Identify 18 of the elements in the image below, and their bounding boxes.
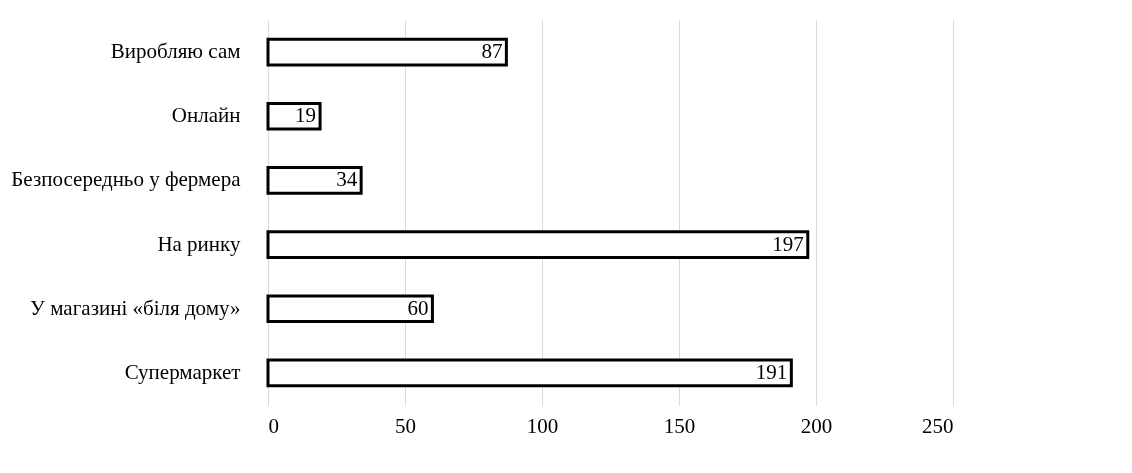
data-label: 191 [755, 359, 788, 384]
data-label: 60 [407, 295, 429, 320]
data-label: 19 [295, 103, 317, 128]
data-label: 197 [772, 231, 804, 256]
x-tick-label: 0 [268, 413, 279, 438]
x-tick-label: 100 [526, 413, 559, 438]
y-tick-label: У магазині «біля дому» [30, 295, 241, 320]
y-tick-label: Безпосередньо у фермера [11, 167, 242, 192]
y-tick-label: Супермаркет [124, 359, 241, 384]
x-tick-label: 200 [800, 413, 833, 438]
y-tick-label: Виробляю сам [110, 39, 241, 64]
y-tick-label: На ринку [157, 231, 241, 256]
y-tick-label: Онлайн [171, 103, 241, 128]
x-tick-label: 50 [395, 413, 416, 438]
x-tick-label: 250 [922, 413, 954, 438]
x-tick-label: 150 [663, 413, 696, 438]
data-label: 34 [336, 167, 358, 192]
data-label: 87 [481, 39, 503, 64]
